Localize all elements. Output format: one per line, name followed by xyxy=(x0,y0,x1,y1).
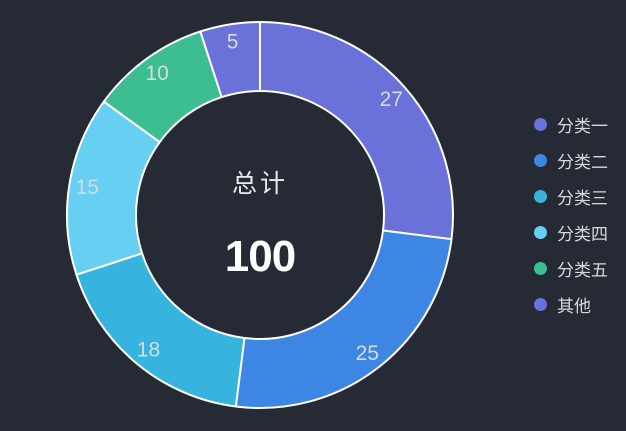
legend-item-分类四[interactable]: 分类四 xyxy=(534,220,608,245)
legend-item-label: 分类二 xyxy=(557,153,608,172)
legend-dot-icon xyxy=(534,154,547,167)
legend-item-分类一[interactable]: 分类一 xyxy=(534,112,608,137)
legend-item-分类二[interactable]: 分类二 xyxy=(534,148,608,173)
legend-item-label: 分类四 xyxy=(557,225,608,244)
segment-value-label: 10 xyxy=(145,62,168,85)
legend-item-label: 分类一 xyxy=(557,117,608,136)
legend-item-label: 分类五 xyxy=(557,261,608,280)
segment-value-label: 5 xyxy=(227,31,239,54)
segment-value-label: 27 xyxy=(380,88,403,111)
legend-item-其他[interactable]: 其他 xyxy=(534,292,608,317)
pie-segment-分类二[interactable] xyxy=(234,229,453,409)
legend-dot-icon xyxy=(534,262,547,275)
legend-item-分类三[interactable]: 分类三 xyxy=(534,184,608,209)
legend-dot-icon xyxy=(534,190,547,203)
legend-item-分类五[interactable]: 分类五 xyxy=(534,256,608,281)
segment-value-label: 15 xyxy=(76,176,99,199)
pie-segment-分类三[interactable] xyxy=(75,252,246,408)
pie-segment-分类一[interactable] xyxy=(259,21,454,241)
legend-dot-icon xyxy=(534,298,547,311)
segment-value-label: 25 xyxy=(356,342,379,365)
legend-dot-icon xyxy=(534,118,547,131)
legend-dot-icon xyxy=(534,226,547,239)
chart-legend: 分类一分类二分类三分类四分类五其他 xyxy=(534,112,608,328)
pie-segment-其他[interactable] xyxy=(199,21,261,99)
segment-value-label: 18 xyxy=(137,338,160,361)
legend-item-label: 分类三 xyxy=(557,189,608,208)
legend-item-label: 其他 xyxy=(557,297,591,316)
